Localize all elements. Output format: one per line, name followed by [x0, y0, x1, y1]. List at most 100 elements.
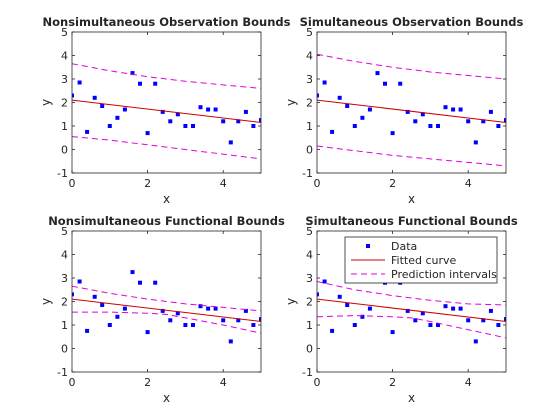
data-point	[85, 328, 90, 333]
data-point	[115, 314, 120, 319]
data-point	[390, 330, 395, 335]
data-point	[198, 304, 203, 309]
y-tick-label: 1	[61, 319, 68, 332]
data-point	[251, 124, 256, 128]
data-point	[443, 304, 448, 309]
chart-title: Nonsimultaneous Functional Bounds	[48, 214, 285, 228]
data-point	[236, 119, 241, 124]
y-tick-label: 4	[61, 249, 68, 262]
y-tick-label: 0	[306, 144, 313, 157]
y-tick-label: 2	[61, 97, 68, 110]
fitted-curve	[317, 99, 506, 123]
data-point	[352, 124, 357, 128]
y-tick-label: 3	[61, 272, 68, 285]
data-point	[413, 119, 418, 124]
data-point	[322, 279, 327, 284]
data-point	[473, 140, 478, 145]
prediction-bound-upper	[72, 63, 261, 89]
y-axis-label: y	[284, 298, 298, 305]
data-point	[504, 317, 506, 322]
data-point	[168, 318, 173, 323]
data-point	[77, 80, 82, 85]
prediction-bound-lower	[317, 315, 506, 339]
y-tick-label: 2	[306, 296, 313, 309]
data-point	[436, 124, 440, 128]
y-tick-label: 1	[306, 319, 313, 332]
x-tick-label: 4	[220, 177, 227, 190]
data-point	[466, 318, 471, 323]
data-point	[138, 81, 142, 86]
data-point	[92, 95, 97, 100]
data-point	[153, 280, 158, 285]
data-point	[317, 93, 319, 98]
data-point	[436, 323, 440, 327]
data-point	[153, 81, 158, 86]
y-tick-label: 1	[306, 120, 313, 133]
y-tick-label: 3	[61, 73, 68, 86]
data-point	[496, 323, 501, 327]
y-tick-label: -1	[57, 167, 68, 180]
y-tick-label: -1	[57, 366, 68, 379]
data-point	[145, 330, 150, 335]
y-tick-label: 2	[306, 97, 313, 110]
legend-entry-data: Data	[391, 240, 417, 253]
data-point	[259, 118, 261, 123]
data-point	[115, 115, 120, 120]
data-point	[191, 323, 195, 327]
x-axis-label: x	[163, 192, 170, 206]
data-point	[72, 292, 74, 297]
x-axis-label: x	[163, 391, 170, 405]
legend-entry-fitted-curve: Fitted curve	[391, 254, 457, 267]
data-point	[458, 107, 463, 112]
y-axis-label: y	[284, 99, 298, 106]
y-axis-label: y	[39, 99, 53, 106]
plot-marks	[317, 53, 506, 167]
chart-title: Nonsimultaneous Observation Bounds	[42, 15, 290, 29]
data-point	[191, 124, 195, 128]
data-point	[390, 131, 395, 136]
chart-title: Simultaneous Functional Bounds	[305, 214, 517, 228]
data-point	[183, 323, 188, 327]
data-point	[367, 306, 372, 311]
data-point	[345, 303, 350, 307]
x-tick-label: 4	[465, 177, 472, 190]
y-tick-label: 1	[61, 120, 68, 133]
data-point	[107, 323, 112, 327]
x-tick-label: 0	[69, 177, 76, 190]
data-point	[160, 308, 165, 313]
data-point	[206, 107, 211, 112]
y-tick-label: -1	[302, 366, 313, 379]
plot-marks	[72, 63, 261, 160]
data-point	[428, 323, 433, 327]
y-tick-label: 3	[306, 272, 313, 285]
data-point	[330, 129, 335, 134]
x-tick-label: 4	[220, 376, 227, 389]
data-point	[100, 303, 105, 307]
data-point	[107, 124, 112, 128]
y-tick-label: 5	[306, 225, 313, 238]
prediction-bound-lower	[72, 311, 261, 334]
data-point	[213, 306, 218, 311]
data-point	[206, 306, 211, 311]
data-point	[405, 308, 410, 313]
data-point	[458, 306, 463, 311]
data-point	[251, 323, 256, 327]
data-point	[322, 80, 327, 85]
y-tick-label: 5	[61, 26, 68, 39]
prediction-bound-upper	[317, 53, 506, 80]
data-point	[428, 124, 433, 128]
y-tick-label: 5	[61, 225, 68, 238]
x-axis-label: x	[408, 391, 415, 405]
data-point	[183, 124, 188, 128]
plot-marks	[72, 270, 261, 344]
x-tick-label: 0	[69, 376, 76, 389]
y-tick-label: 4	[306, 249, 313, 262]
data-point	[243, 308, 248, 313]
data-point	[420, 112, 425, 117]
data-point	[488, 308, 493, 313]
y-tick-label: 3	[306, 73, 313, 86]
data-point	[360, 115, 365, 120]
fitted-curve	[317, 298, 506, 322]
